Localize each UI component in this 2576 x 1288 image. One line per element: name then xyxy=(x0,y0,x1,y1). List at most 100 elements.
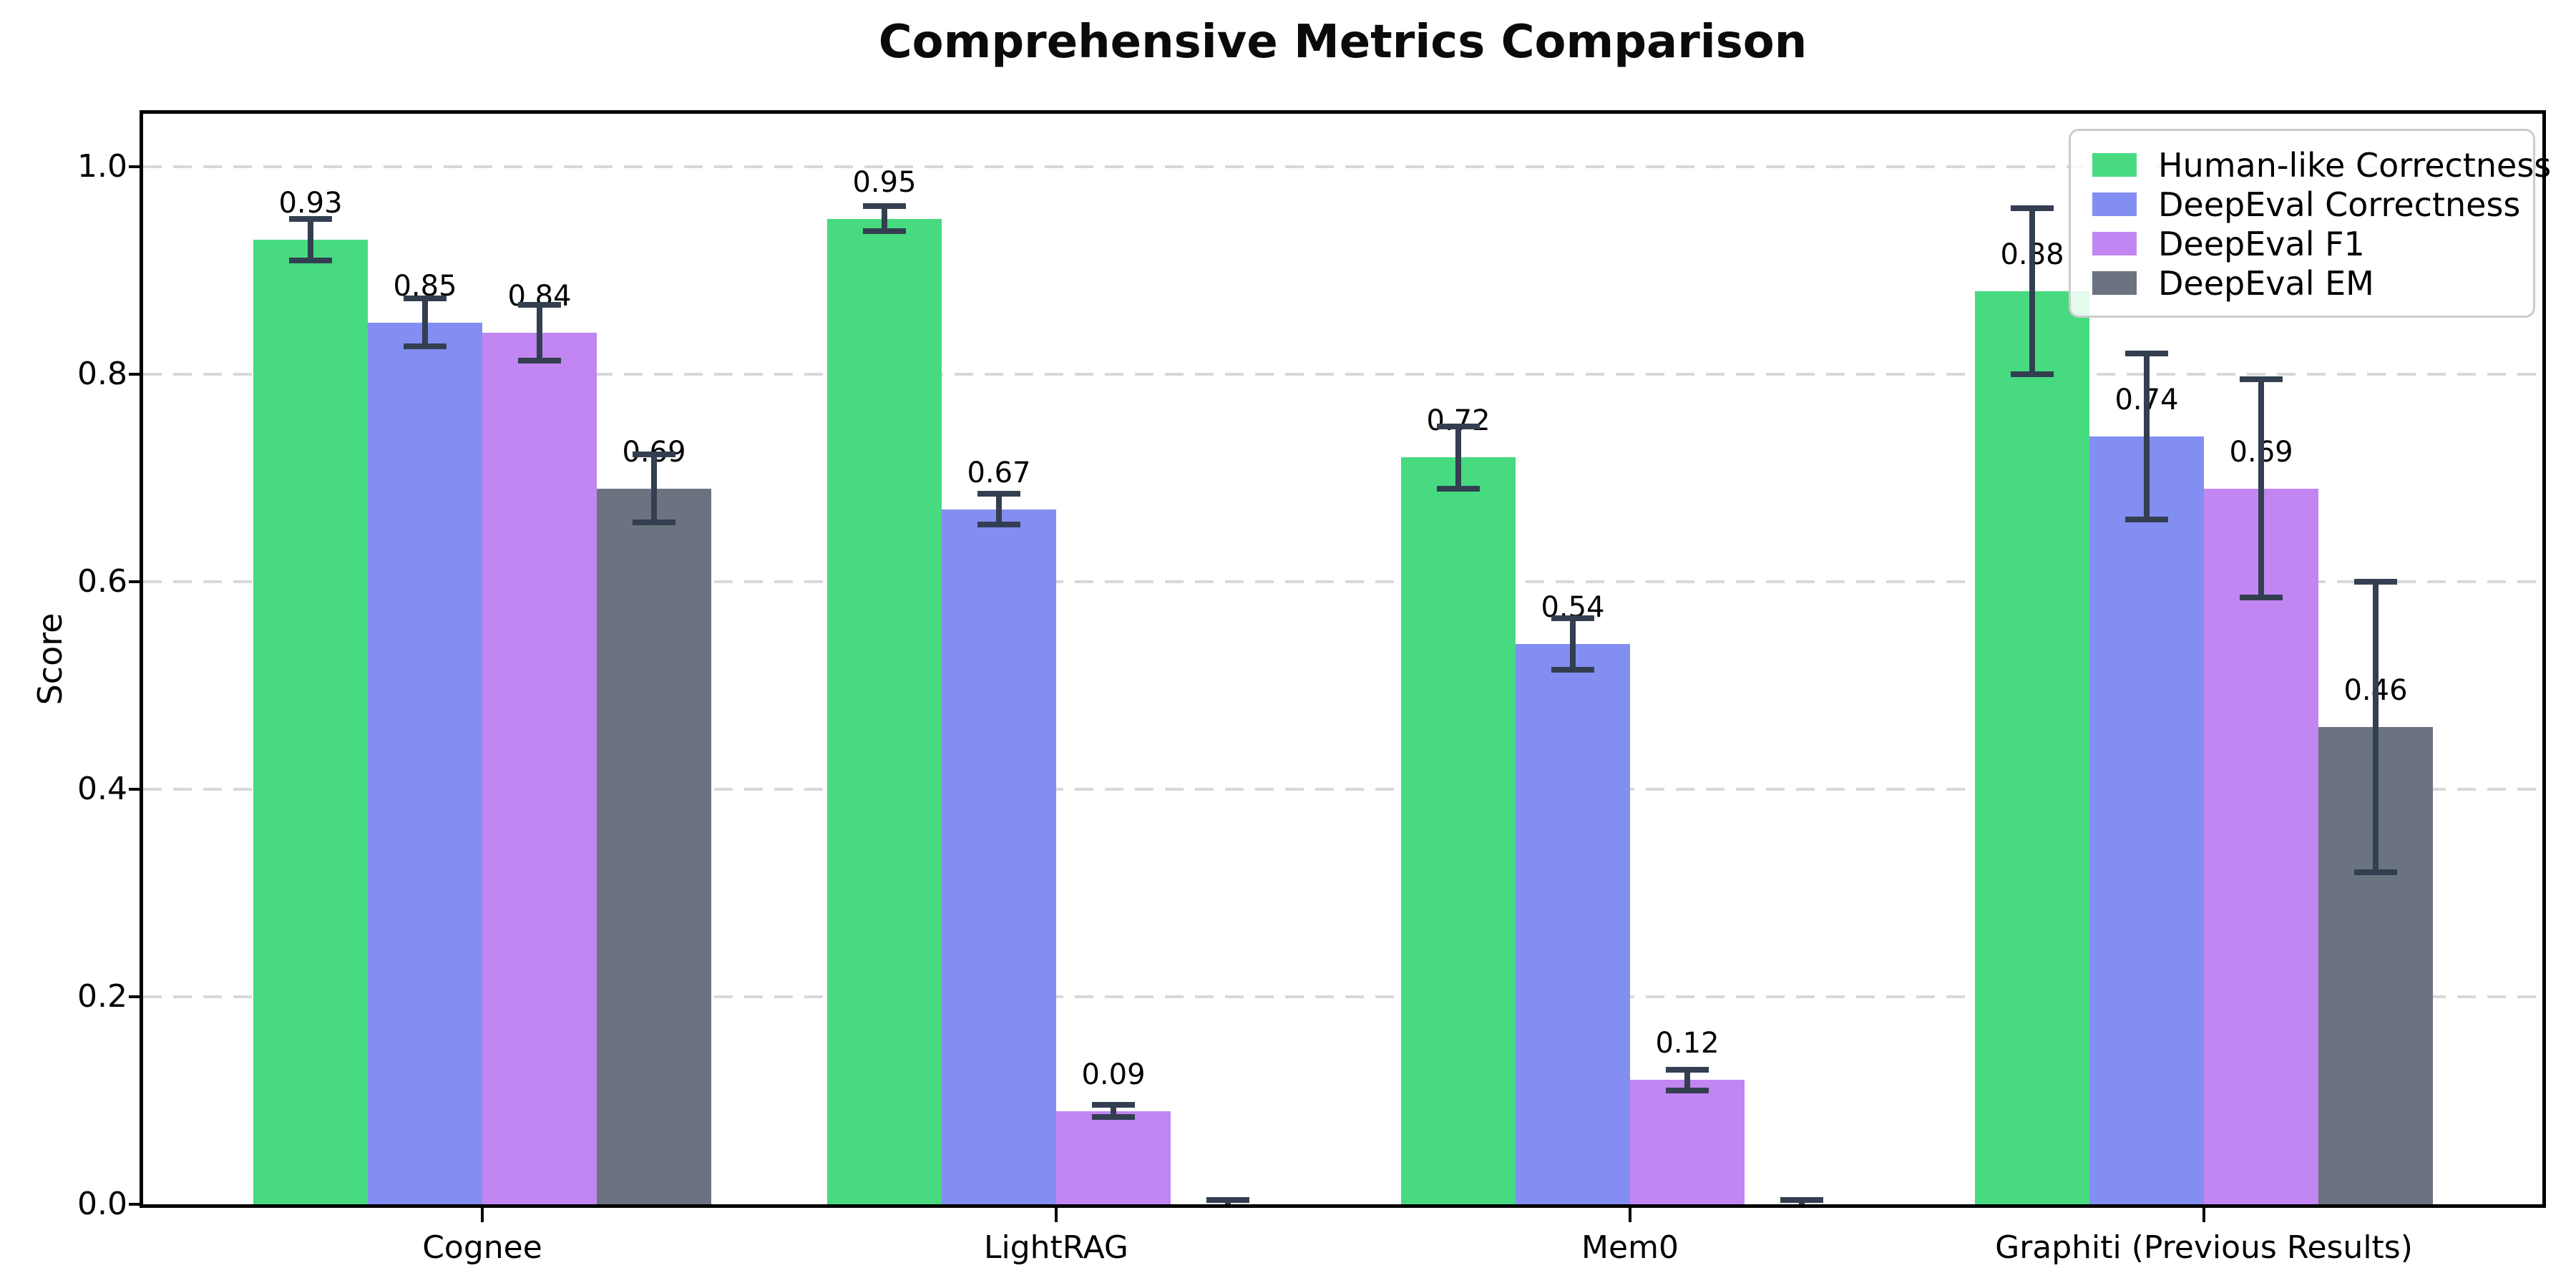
y-tickmark xyxy=(129,995,143,998)
error-bar xyxy=(1455,426,1461,489)
gridline xyxy=(143,165,2542,168)
error-bar xyxy=(2029,208,2035,374)
bar-value-label: 0.93 xyxy=(278,186,343,220)
legend-item: DeepEval F1 xyxy=(2092,224,2533,263)
legend-item-label: DeepEval EM xyxy=(2158,263,2374,303)
legend-item-label: Human-like Correctness xyxy=(2158,145,2552,185)
y-axis-label: Score xyxy=(31,613,69,706)
x-tickmark xyxy=(481,1208,484,1222)
error-bar-cap xyxy=(404,343,447,349)
bar-cognee-deepeval-f1 xyxy=(482,333,597,1204)
error-bar xyxy=(537,304,542,361)
bar-value-label: 0.12 xyxy=(1655,1027,1719,1060)
error-bar-cap xyxy=(1437,485,1480,492)
error-bar xyxy=(1570,618,1576,670)
error-bar-cap xyxy=(1437,423,1480,429)
bar-mem0-human-like-correctness xyxy=(1401,457,1516,1204)
bar-graphiti-previous-results-human-like-correctness xyxy=(1975,291,2089,1204)
y-tick-label: 0.6 xyxy=(77,563,127,600)
error-bar xyxy=(2373,582,2379,872)
chart-title: Comprehensive Metrics Comparison xyxy=(878,16,1807,69)
legend-item: Human-like Correctness xyxy=(2092,145,2551,185)
error-bar xyxy=(2258,379,2264,597)
error-bar-cap xyxy=(289,257,332,263)
legend-item-label: DeepEval Correctness xyxy=(2158,185,2521,224)
gridline xyxy=(143,995,2542,998)
bar-cognee-deepeval-em xyxy=(597,488,711,1204)
x-tick-label-mem0: Mem0 xyxy=(1581,1229,1679,1266)
error-bar-cap xyxy=(289,215,332,222)
y-tick-label: 0.2 xyxy=(77,978,127,1015)
error-bar xyxy=(996,493,1002,525)
error-bar-cap xyxy=(1206,1206,1249,1208)
bar-lightrag-human-like-correctness xyxy=(827,218,942,1204)
y-tickmark xyxy=(129,373,143,376)
legend-item-label: DeepEval F1 xyxy=(2158,224,2365,263)
y-tick-label: 0.0 xyxy=(77,1186,127,1222)
error-bar-cap xyxy=(977,490,1020,497)
error-bar xyxy=(1111,1104,1116,1118)
x-tickmark xyxy=(1055,1208,1058,1222)
y-tick-label: 0.8 xyxy=(77,356,127,392)
gridline xyxy=(143,373,2542,376)
legend: Human-like Correctness DeepEval Correctne… xyxy=(2069,129,2551,318)
error-bar-cap xyxy=(1780,1206,1823,1208)
legend-swatch-human-like-correctness xyxy=(2092,153,2137,177)
error-bar-cap xyxy=(518,301,561,308)
bar-mem0-deepeval-correctness xyxy=(1516,644,1630,1204)
bar-cognee-human-like-correctness xyxy=(253,239,368,1204)
x-tick-label-cognee: Cognee xyxy=(422,1229,542,1266)
error-bar xyxy=(1684,1069,1690,1091)
error-bar-cap xyxy=(863,203,906,210)
bar-graphiti-previous-results-deepeval-f1 xyxy=(2204,488,2318,1204)
bar-graphiti-previous-results-deepeval-correctness xyxy=(2089,436,2204,1204)
x-tickmark xyxy=(2202,1208,2205,1222)
x-tickmark xyxy=(1629,1208,1631,1222)
gridline xyxy=(143,580,2542,583)
gridline xyxy=(143,788,2542,791)
y-tickmark xyxy=(129,1203,143,1206)
error-bar-cap xyxy=(2125,351,2168,356)
error-bar-cap xyxy=(2240,376,2283,383)
legend-item: DeepEval EM xyxy=(2092,263,2533,303)
x-tick-label-graphiti-previous-results: Graphiti (Previous Results) xyxy=(1995,1229,2413,1266)
legend-swatch-deepeval-em xyxy=(2092,271,2137,295)
error-bar-cap xyxy=(1551,667,1594,673)
error-bar-cap xyxy=(2240,594,2283,600)
error-bar xyxy=(2144,353,2150,519)
error-bar-cap xyxy=(1206,1197,1249,1204)
y-tick-label: 1.0 xyxy=(77,148,127,185)
y-tickmark xyxy=(129,788,143,791)
error-bar-cap xyxy=(2011,205,2054,211)
bar-mem0-deepeval-f1 xyxy=(1630,1080,1745,1204)
error-bar-cap xyxy=(1666,1087,1709,1093)
error-bar-cap xyxy=(633,451,675,457)
error-bar xyxy=(882,206,887,231)
bar-value-label: 0.09 xyxy=(1081,1058,1146,1091)
error-bar-cap xyxy=(633,519,675,526)
error-bar-cap xyxy=(518,358,561,364)
error-bar-cap xyxy=(1666,1066,1709,1073)
bar-value-label: 0.95 xyxy=(852,165,917,199)
error-bar-cap xyxy=(2125,517,2168,522)
error-bar-cap xyxy=(1092,1101,1135,1108)
bar-cognee-deepeval-correctness xyxy=(368,322,482,1204)
y-tickmark xyxy=(129,580,143,583)
error-bar-cap xyxy=(977,522,1020,528)
error-bar xyxy=(308,218,313,260)
bar-lightrag-deepeval-f1 xyxy=(1056,1111,1171,1204)
legend-swatch-deepeval-correctness xyxy=(2092,192,2137,216)
legend-item: DeepEval Correctness xyxy=(2092,185,2533,224)
error-bar-cap xyxy=(1551,615,1594,621)
legend-swatch-deepeval-f1 xyxy=(2092,232,2137,255)
error-bar-cap xyxy=(2354,579,2397,585)
bar-lightrag-deepeval-correctness xyxy=(942,509,1056,1204)
error-bar-cap xyxy=(404,296,447,302)
y-tick-label: 0.4 xyxy=(77,771,127,807)
x-tick-label-lightrag: LightRAG xyxy=(983,1229,1129,1266)
y-tickmark xyxy=(129,165,143,168)
error-bar xyxy=(422,298,428,346)
error-bar-cap xyxy=(2011,371,2054,377)
error-bar xyxy=(651,454,657,523)
